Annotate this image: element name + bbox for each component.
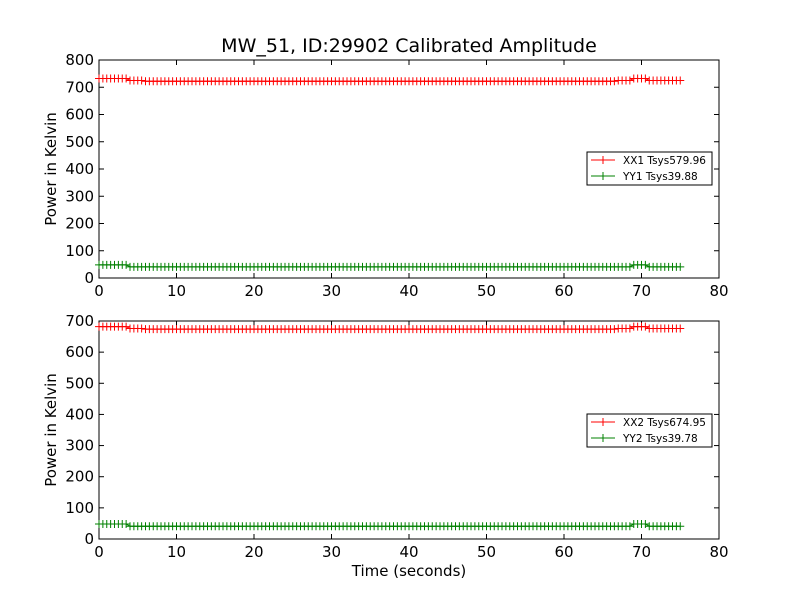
x-tick-label: 60 xyxy=(554,282,573,300)
legend-label: XX2 Tsys674.95 xyxy=(623,417,706,429)
x-tick-label: 40 xyxy=(399,543,418,561)
legend-marker xyxy=(599,172,607,180)
x-tick-label: 60 xyxy=(554,543,573,561)
x-tick-label: 20 xyxy=(244,543,263,561)
y-tick-label: 500 xyxy=(65,374,94,392)
x-tick-label: 40 xyxy=(399,282,418,300)
y-tick-label: 700 xyxy=(65,78,94,96)
data-point xyxy=(676,76,685,85)
legend-frame xyxy=(586,151,713,186)
chart-title: MW_51, ID:29902 Calibrated Amplitude xyxy=(221,35,597,57)
data-point xyxy=(122,260,131,269)
y-tick-label: 700 xyxy=(65,312,94,330)
data-point xyxy=(625,522,634,531)
legend-marker xyxy=(599,434,607,442)
x-tick-label: 80 xyxy=(709,543,728,561)
x-tick-label: 0 xyxy=(94,543,104,561)
data-point xyxy=(676,262,685,271)
data-point xyxy=(641,520,650,529)
data-point xyxy=(610,325,619,334)
data-point xyxy=(122,74,131,83)
y-tick-label: 400 xyxy=(65,160,94,178)
data-point xyxy=(641,74,650,83)
data-point xyxy=(137,76,146,85)
x-tick-label: 50 xyxy=(477,282,496,300)
x-axis-label: Time (seconds) xyxy=(351,562,467,580)
data-point xyxy=(625,324,634,333)
y-tick-label: 0 xyxy=(84,269,94,287)
x-tick-label: 70 xyxy=(632,282,651,300)
y-tick-label: 600 xyxy=(65,106,94,124)
x-tick-label: 50 xyxy=(477,543,496,561)
x-tick-label: 30 xyxy=(322,543,341,561)
subplot-2: 0 10 20 30 40 50 60 70 80 0 100 200 300 400 500 600 700 P… xyxy=(42,312,729,580)
legend-label: YY2 Tsys39.78 xyxy=(622,433,698,445)
y-tick-label: 100 xyxy=(65,499,94,517)
x-tick-label: 20 xyxy=(244,282,263,300)
y-tick-label: 100 xyxy=(65,242,94,260)
data-point xyxy=(122,322,131,331)
series-2 xyxy=(95,260,685,271)
x-tick-label: 10 xyxy=(167,543,186,561)
x-tick-label: 70 xyxy=(632,543,651,561)
data-point xyxy=(625,76,634,85)
x-tick-label: 80 xyxy=(709,282,728,300)
data-point xyxy=(641,260,650,269)
data-point xyxy=(122,520,131,529)
subplot-1: 0 10 20 30 40 50 60 70 8001002003004005006007008… xyxy=(42,35,729,300)
y-tick-label: 300 xyxy=(65,187,94,205)
y-tick-label: 800 xyxy=(65,51,94,69)
y-tick-label: 200 xyxy=(65,215,94,233)
legend-marker xyxy=(599,418,607,426)
data-point xyxy=(610,77,619,86)
x-tick-label: 30 xyxy=(322,282,341,300)
data-point xyxy=(676,522,685,531)
y-tick-label: 300 xyxy=(65,437,94,455)
data-point xyxy=(137,324,146,333)
y-tick-label: 600 xyxy=(65,343,94,361)
series-2 xyxy=(95,520,685,531)
x-tick-label: 0 xyxy=(94,282,104,300)
y-tick-label: 200 xyxy=(65,468,94,486)
legend-label: YY1 Tsys39.88 xyxy=(622,171,698,183)
y-axis-label: Power in Kelvin xyxy=(42,112,60,226)
x-tick-label: 10 xyxy=(167,282,186,300)
legend: XX2 Tsys674.95 YY2 Tsys39.78 xyxy=(586,413,713,448)
legend-frame xyxy=(586,413,713,448)
y-axis-label: Power in Kelvin xyxy=(42,373,60,487)
legend: XX1 Tsys579.96 YY1 Tsys39.88 xyxy=(586,151,713,186)
data-point xyxy=(676,324,685,333)
legend-label: XX1 Tsys579.96 xyxy=(623,155,706,167)
data-point xyxy=(641,322,650,331)
series-1 xyxy=(95,322,685,334)
y-tick-label: 400 xyxy=(65,405,94,423)
y-tick-label: 0 xyxy=(84,530,94,548)
series-1 xyxy=(95,74,685,86)
legend-marker xyxy=(599,156,607,164)
y-tick-label: 500 xyxy=(65,133,94,151)
data-point xyxy=(625,262,634,271)
